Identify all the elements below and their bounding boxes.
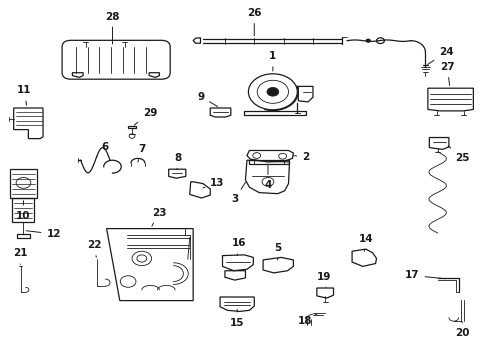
Circle shape [278,153,286,159]
Circle shape [366,39,369,42]
Text: 1: 1 [269,51,276,71]
Text: 22: 22 [86,240,101,257]
Text: 20: 20 [454,321,468,338]
Text: 24: 24 [427,47,453,64]
Text: 3: 3 [231,183,245,204]
Text: 18: 18 [297,314,316,326]
Text: 23: 23 [151,208,166,226]
Text: 11: 11 [17,85,32,105]
Circle shape [248,74,297,110]
Text: 17: 17 [404,270,444,280]
Text: 8: 8 [175,153,182,169]
Text: 19: 19 [316,271,330,287]
Circle shape [257,80,288,103]
Text: 4: 4 [264,166,271,190]
Circle shape [262,177,273,186]
FancyBboxPatch shape [62,40,170,79]
Circle shape [376,38,384,44]
Circle shape [252,153,260,158]
Text: 9: 9 [197,91,217,107]
Circle shape [120,276,136,287]
Text: 21: 21 [13,248,28,264]
Text: 5: 5 [274,243,281,260]
Text: 26: 26 [246,8,261,36]
Text: 28: 28 [105,12,120,44]
Circle shape [266,87,278,96]
Text: 14: 14 [358,234,372,251]
Text: 12: 12 [26,229,61,239]
Circle shape [132,251,151,266]
Text: 6: 6 [97,142,108,157]
Circle shape [129,134,135,138]
Circle shape [137,255,146,262]
Circle shape [16,177,31,188]
Text: 2: 2 [293,152,309,162]
Text: 16: 16 [231,238,245,256]
Text: 7: 7 [138,144,145,162]
Text: 15: 15 [229,310,244,328]
Text: 29: 29 [134,108,157,125]
Text: 13: 13 [203,178,224,188]
Text: 27: 27 [439,62,454,85]
Text: 10: 10 [16,201,31,221]
Text: 25: 25 [447,146,468,163]
